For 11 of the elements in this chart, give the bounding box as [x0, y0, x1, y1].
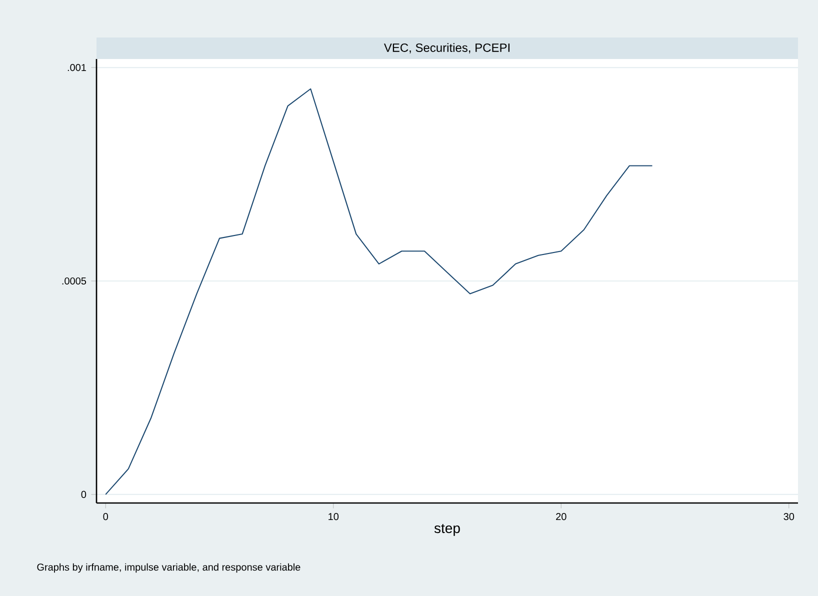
text: Graphs by irfname, impulse variable, and response variable: [37, 563, 300, 573]
x-tick-label: 20: [556, 513, 566, 520]
x-tick-label: 30: [784, 513, 794, 520]
y-tick-label: .0005: [62, 277, 86, 285]
x-tick-label: 10: [328, 513, 339, 520]
x-tick-label: 0: [103, 513, 108, 520]
line-series: [105, 88, 653, 495]
x-axis-title: step: [434, 524, 460, 536]
y-tick-label: 0: [81, 490, 86, 498]
y-tick-label: .001: [68, 64, 86, 72]
chart-title: VEC, Securities, PCEPI: [384, 43, 510, 54]
